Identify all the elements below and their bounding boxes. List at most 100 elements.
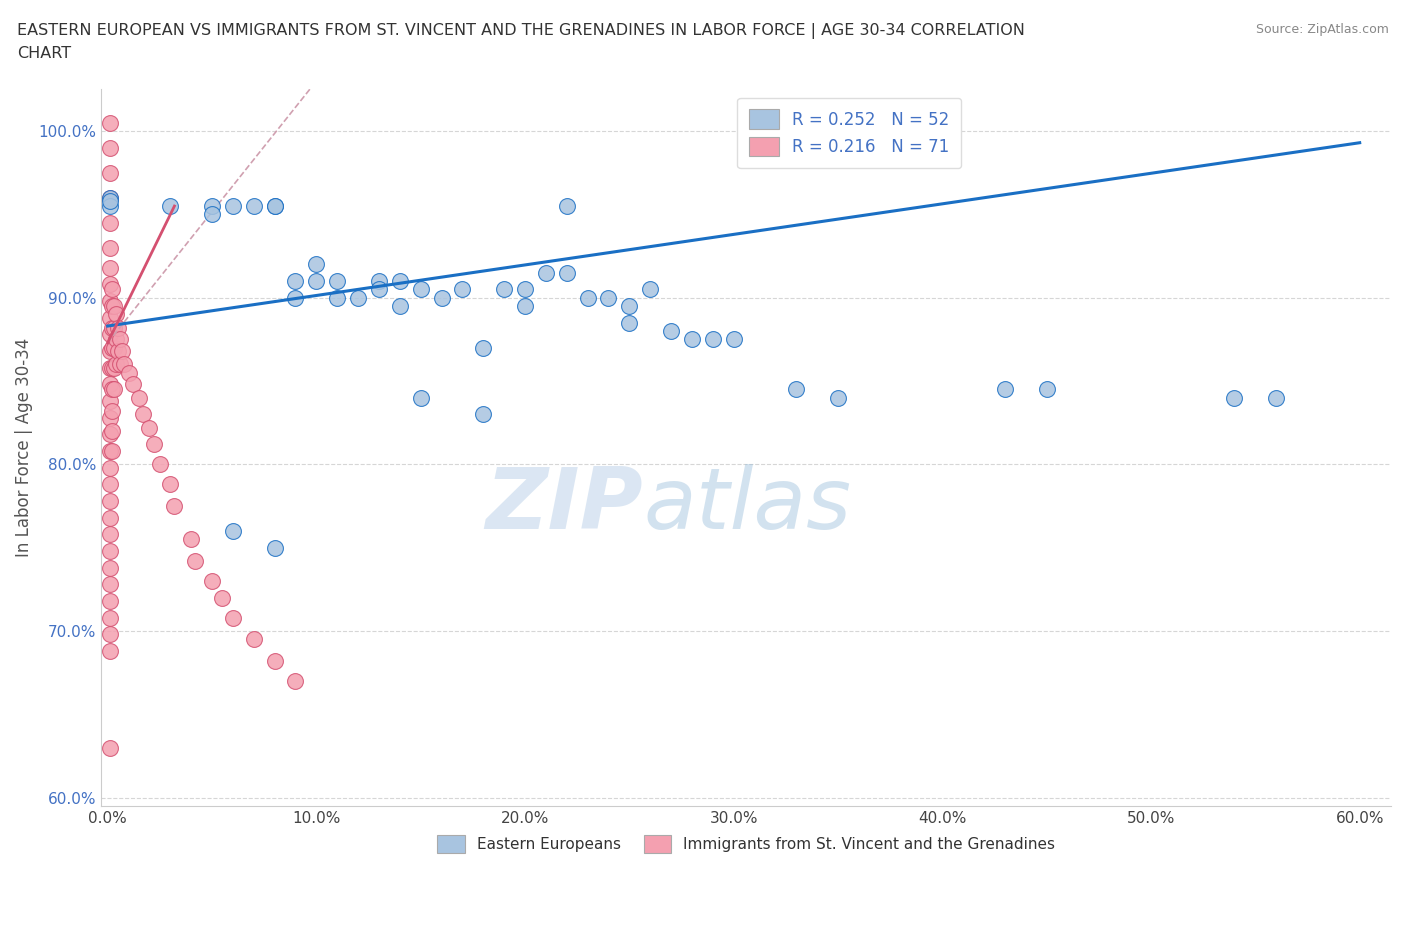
Point bbox=[659, 324, 682, 339]
Point bbox=[98, 527, 121, 542]
Point bbox=[326, 290, 349, 305]
Point bbox=[98, 311, 121, 325]
Point bbox=[388, 299, 411, 313]
Point bbox=[101, 382, 124, 397]
Point bbox=[98, 410, 121, 425]
Text: EASTERN EUROPEAN VS IMMIGRANTS FROM ST. VINCENT AND THE GRENADINES IN LABOR FORC: EASTERN EUROPEAN VS IMMIGRANTS FROM ST. … bbox=[17, 23, 1025, 61]
Point bbox=[103, 340, 125, 355]
Point bbox=[242, 631, 264, 646]
Point bbox=[98, 627, 121, 642]
Point bbox=[98, 460, 121, 475]
Point bbox=[98, 277, 121, 292]
Point bbox=[513, 282, 536, 297]
Point bbox=[184, 553, 207, 568]
Point bbox=[222, 610, 245, 625]
Point bbox=[105, 307, 128, 322]
Point bbox=[163, 498, 186, 513]
Point bbox=[98, 511, 121, 525]
Point bbox=[98, 343, 121, 358]
Point bbox=[1035, 382, 1057, 397]
Point bbox=[132, 407, 155, 422]
Point bbox=[103, 320, 125, 335]
Point bbox=[284, 673, 307, 688]
Point bbox=[430, 290, 453, 305]
Point bbox=[98, 593, 121, 608]
Text: Source: ZipAtlas.com: Source: ZipAtlas.com bbox=[1256, 23, 1389, 36]
Point bbox=[513, 299, 536, 313]
Point bbox=[409, 391, 432, 405]
Point bbox=[149, 457, 172, 472]
Point bbox=[98, 191, 121, 206]
Point bbox=[555, 199, 578, 214]
Point bbox=[101, 360, 124, 375]
Point bbox=[98, 199, 121, 214]
Text: ZIP: ZIP bbox=[485, 463, 643, 547]
Point bbox=[555, 265, 578, 280]
Point bbox=[117, 365, 139, 380]
Point bbox=[98, 215, 121, 230]
Point bbox=[142, 437, 165, 452]
Point bbox=[472, 407, 495, 422]
Point bbox=[101, 299, 124, 313]
Point bbox=[121, 377, 143, 392]
Point bbox=[263, 199, 285, 214]
Point bbox=[107, 343, 129, 358]
Point bbox=[101, 404, 124, 418]
Point bbox=[201, 207, 224, 222]
Point bbox=[494, 282, 516, 297]
Point bbox=[98, 377, 121, 392]
Point bbox=[472, 340, 495, 355]
Point bbox=[576, 290, 599, 305]
Point bbox=[681, 332, 703, 347]
Point bbox=[98, 610, 121, 625]
Point bbox=[305, 273, 328, 288]
Point bbox=[638, 282, 661, 297]
Point bbox=[619, 299, 641, 313]
Point bbox=[101, 320, 124, 335]
Point bbox=[103, 382, 125, 397]
Point bbox=[347, 290, 370, 305]
Point bbox=[111, 343, 134, 358]
Point bbox=[98, 191, 121, 206]
Point bbox=[105, 357, 128, 372]
Y-axis label: In Labor Force | Age 30-34: In Labor Force | Age 30-34 bbox=[15, 339, 32, 557]
Point bbox=[112, 357, 135, 372]
Point bbox=[284, 273, 307, 288]
Point bbox=[368, 282, 391, 297]
Point bbox=[994, 382, 1017, 397]
Point bbox=[98, 294, 121, 309]
Point bbox=[101, 282, 124, 297]
Point bbox=[1223, 391, 1246, 405]
Point bbox=[222, 199, 245, 214]
Point bbox=[1265, 391, 1288, 405]
Point bbox=[105, 332, 128, 347]
Point bbox=[201, 199, 224, 214]
Point bbox=[98, 427, 121, 442]
Point bbox=[326, 273, 349, 288]
Point bbox=[101, 340, 124, 355]
Point bbox=[103, 299, 125, 313]
Point bbox=[98, 115, 121, 130]
Point bbox=[128, 391, 150, 405]
Point bbox=[98, 327, 121, 342]
Point bbox=[368, 273, 391, 288]
Point bbox=[409, 282, 432, 297]
Point bbox=[98, 444, 121, 458]
Point bbox=[263, 540, 285, 555]
Point bbox=[98, 644, 121, 658]
Point bbox=[107, 320, 129, 335]
Point bbox=[451, 282, 474, 297]
Point bbox=[305, 257, 328, 272]
Point bbox=[222, 524, 245, 538]
Point bbox=[108, 332, 131, 347]
Point bbox=[138, 420, 160, 435]
Point bbox=[98, 740, 121, 755]
Point bbox=[211, 591, 233, 605]
Point bbox=[108, 357, 131, 372]
Point bbox=[98, 494, 121, 509]
Point bbox=[98, 240, 121, 255]
Point bbox=[242, 199, 264, 214]
Point bbox=[702, 332, 724, 347]
Point bbox=[98, 560, 121, 575]
Point bbox=[98, 393, 121, 408]
